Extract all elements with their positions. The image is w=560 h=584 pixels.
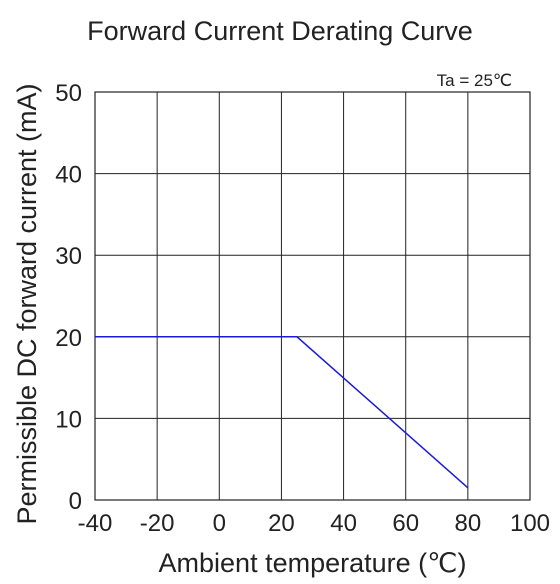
y-tick-label: 20 xyxy=(55,325,82,352)
y-tick-label: 0 xyxy=(69,488,82,515)
x-tick-labels: -40 -20 0 20 40 60 80 100 xyxy=(78,510,550,537)
x-axis-label: Ambient temperature (℃) xyxy=(159,548,467,578)
x-tick-label: -40 xyxy=(78,510,113,537)
x-tick-label: 60 xyxy=(392,510,419,537)
x-tick-label: 0 xyxy=(213,510,226,537)
x-tick-label: 20 xyxy=(268,510,295,537)
series-layer xyxy=(95,336,469,489)
plot-frame xyxy=(94,91,531,501)
x-tick-label: 80 xyxy=(455,510,482,537)
x-tick-label: 40 xyxy=(330,510,357,537)
chart-title: Forward Current Derating Curve xyxy=(87,16,473,46)
y-tick-labels: 0 10 20 30 40 50 xyxy=(55,80,82,515)
y-tick-label: 50 xyxy=(55,80,82,107)
ambient-temperature-annotation: Ta = 25℃ xyxy=(437,71,512,90)
y-axis-label: Permissible DC forward current (mA) xyxy=(12,83,42,524)
grid-lines xyxy=(95,92,530,500)
derating-curve-line xyxy=(95,336,469,489)
x-tick-label: 100 xyxy=(510,510,550,537)
y-tick-label: 40 xyxy=(55,162,82,189)
x-tick-label: -20 xyxy=(140,510,175,537)
y-tick-label: 10 xyxy=(55,406,82,433)
y-tick-label: 30 xyxy=(55,243,82,270)
